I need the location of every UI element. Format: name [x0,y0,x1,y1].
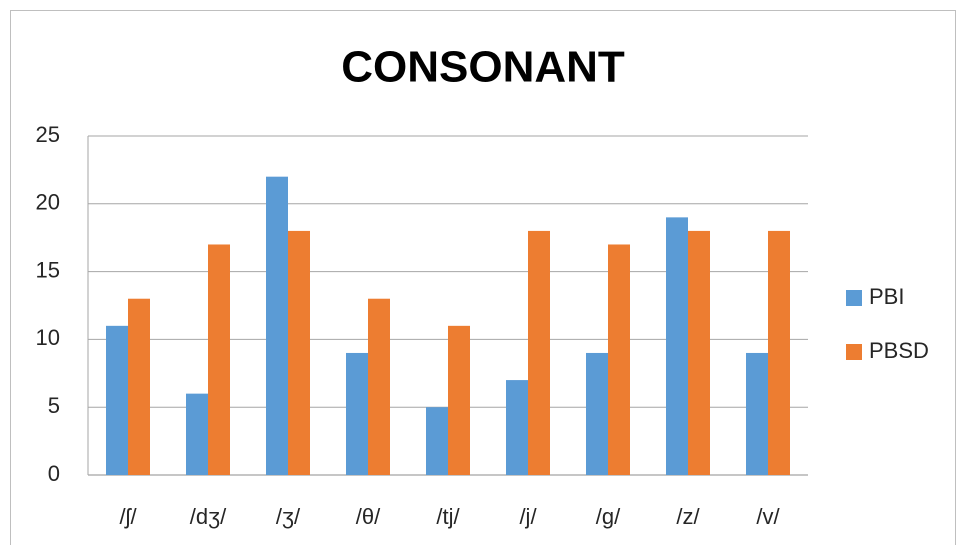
bar [608,244,630,475]
legend-swatch [846,290,862,306]
x-tick-label: /dʒ/ [190,504,227,529]
bar [426,407,448,475]
bar [346,352,368,475]
y-tick-label: 0 [48,461,60,486]
chart-title: CONSONANT [341,43,625,92]
x-tick-label: /v/ [756,504,780,529]
bar [768,230,790,475]
x-tick-label: /g/ [596,504,621,529]
x-tick-label: /z/ [676,504,700,529]
bar [506,380,528,475]
chart-border [10,10,956,545]
bar [208,244,230,475]
bar [746,352,768,475]
bar [368,298,390,475]
y-tick-label: 25 [36,122,60,147]
legend-swatch [846,344,862,360]
legend-label: PBI [869,284,904,309]
y-tick-label: 5 [48,393,60,418]
bar [448,325,470,475]
x-tick-label: /ʒ/ [276,504,301,529]
y-tick-label: 15 [36,257,60,282]
bar [186,393,208,475]
bar [528,230,550,475]
bar [106,325,128,475]
y-tick-label: 20 [36,190,60,215]
bar [688,230,710,475]
x-tick-label: /j/ [519,504,537,529]
bar [586,352,608,475]
legend-label: PBSD [869,338,929,363]
bar [128,298,150,475]
bar [266,176,288,475]
x-tick-label: /θ/ [356,504,381,529]
x-tick-label: /ʃ/ [119,504,137,529]
x-tick-label: /tj/ [436,504,460,529]
bar [288,230,310,475]
bar [666,217,688,476]
y-tick-label: 10 [36,325,60,350]
